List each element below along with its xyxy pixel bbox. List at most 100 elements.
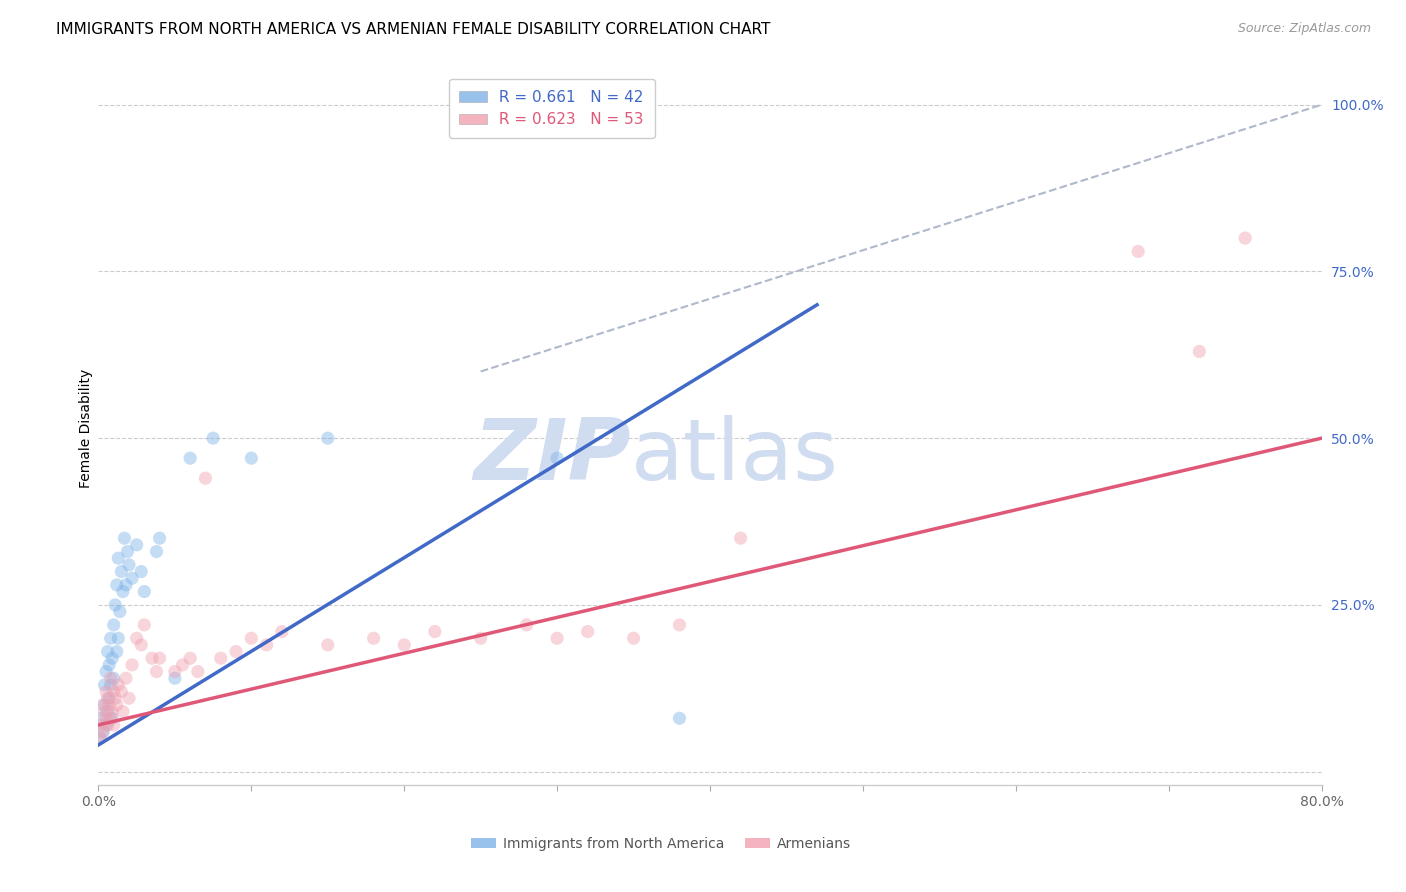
Point	[546, 451, 568, 466]
Point	[107, 678, 129, 692]
Point	[103, 718, 125, 732]
Point	[105, 698, 128, 712]
Point	[91, 724, 114, 739]
Point	[112, 531, 135, 545]
Point	[668, 711, 690, 725]
Point	[97, 718, 120, 732]
Point	[111, 705, 134, 719]
Point	[89, 731, 111, 746]
Point	[103, 684, 125, 698]
Point	[316, 431, 339, 445]
Point	[134, 618, 156, 632]
Point	[316, 638, 339, 652]
Point	[100, 671, 122, 685]
Point	[125, 632, 148, 646]
Point	[256, 638, 278, 652]
Point	[363, 632, 385, 646]
Point	[163, 665, 186, 679]
Point	[1234, 231, 1257, 245]
Point	[115, 671, 138, 685]
Point	[111, 584, 134, 599]
Point	[117, 544, 139, 558]
Point	[194, 471, 217, 485]
Point	[172, 657, 194, 672]
Point	[141, 651, 163, 665]
Point	[101, 711, 124, 725]
Point	[546, 632, 568, 646]
Point	[98, 698, 121, 712]
Text: ZIP: ZIP	[472, 415, 630, 499]
Point	[129, 565, 152, 579]
Point	[93, 678, 115, 692]
Point	[104, 598, 127, 612]
Point	[103, 618, 125, 632]
Point	[225, 644, 247, 658]
Point	[1128, 244, 1150, 259]
Point	[91, 698, 114, 712]
Point	[576, 624, 599, 639]
Point	[93, 705, 115, 719]
Point	[89, 731, 111, 746]
Point	[118, 691, 141, 706]
Point	[121, 657, 143, 672]
Point	[97, 691, 120, 706]
Y-axis label: Female Disability: Female Disability	[79, 368, 93, 488]
Point	[240, 632, 263, 646]
Point	[730, 531, 752, 545]
Point	[94, 711, 117, 725]
Point	[668, 618, 690, 632]
Point	[149, 651, 172, 665]
Point	[209, 651, 232, 665]
Point	[91, 724, 114, 739]
Point	[115, 578, 138, 592]
Point	[105, 578, 128, 592]
Point	[105, 644, 128, 658]
Point	[516, 618, 538, 632]
Point	[110, 684, 132, 698]
Point	[103, 671, 125, 685]
Point	[187, 665, 209, 679]
Point	[134, 584, 156, 599]
Point	[270, 624, 292, 639]
Point	[94, 718, 117, 732]
Point	[98, 657, 121, 672]
Point	[104, 691, 127, 706]
Point	[101, 705, 124, 719]
Text: IMMIGRANTS FROM NORTH AMERICA VS ARMENIAN FEMALE DISABILITY CORRELATION CHART: IMMIGRANTS FROM NORTH AMERICA VS ARMENIA…	[56, 22, 770, 37]
Point	[97, 644, 120, 658]
Point	[97, 705, 120, 719]
Point	[392, 638, 416, 652]
Point	[623, 632, 645, 646]
Point	[1188, 344, 1211, 359]
Point	[179, 651, 201, 665]
Point	[470, 632, 492, 646]
Point	[240, 451, 263, 466]
Point	[423, 624, 446, 639]
Point	[94, 665, 117, 679]
Point	[100, 632, 122, 646]
Text: Source: ZipAtlas.com: Source: ZipAtlas.com	[1237, 22, 1371, 36]
Point	[107, 632, 129, 646]
Point	[125, 538, 148, 552]
Point	[90, 711, 112, 725]
Point	[108, 605, 131, 619]
Text: atlas: atlas	[630, 415, 838, 499]
Point	[93, 698, 115, 712]
Point	[149, 531, 172, 545]
Point	[202, 431, 225, 445]
Legend: Immigrants from North America, Armenians: Immigrants from North America, Armenians	[465, 831, 856, 856]
Point	[100, 678, 122, 692]
Point	[90, 718, 112, 732]
Point	[145, 665, 167, 679]
Point	[145, 544, 167, 558]
Point	[107, 551, 129, 566]
Point	[163, 671, 186, 685]
Point	[101, 651, 124, 665]
Point	[100, 711, 122, 725]
Point	[118, 558, 141, 572]
Point	[121, 571, 143, 585]
Point	[110, 565, 132, 579]
Point	[98, 691, 121, 706]
Point	[94, 684, 117, 698]
Point	[129, 638, 152, 652]
